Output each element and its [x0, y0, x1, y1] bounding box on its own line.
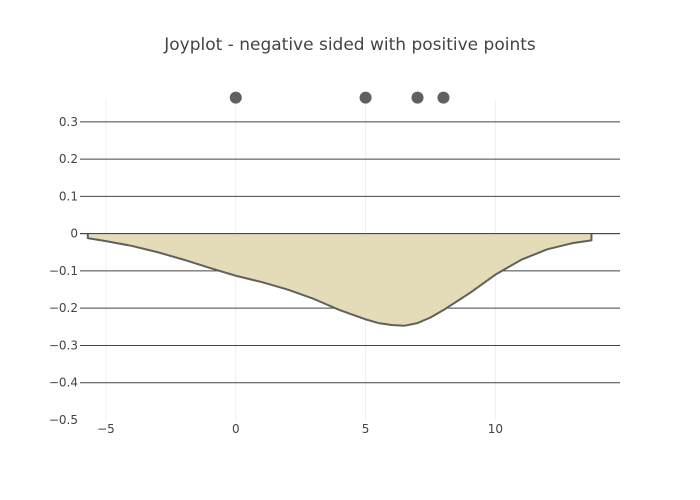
- x-tick-label: −5: [97, 422, 115, 436]
- x-tick-label: 0: [232, 422, 240, 436]
- x-tick-label: 10: [488, 422, 503, 436]
- points-layer: [229, 91, 450, 104]
- density-layer: [80, 233, 620, 327]
- x-tick-labels: −5 0 5 10: [97, 422, 503, 436]
- data-point: [411, 91, 424, 104]
- y-tick-label: 0: [70, 227, 78, 241]
- data-point: [229, 91, 242, 104]
- y-tick-label: −0.2: [49, 301, 78, 315]
- chart-title: Joyplot - negative sided with positive p…: [163, 35, 536, 55]
- density-fill: [87, 233, 592, 326]
- y-tick-label: −0.5: [49, 413, 78, 427]
- y-tick-label: −0.4: [49, 376, 78, 390]
- data-point: [359, 91, 372, 104]
- y-tick-label: −0.1: [49, 264, 78, 278]
- density-outline: [86, 233, 593, 327]
- y-tick-label: −0.3: [49, 338, 78, 352]
- y-tick-label: 0.1: [59, 189, 78, 203]
- y-tick-labels: 0.3 0.2 0.1 0 −0.1 −0.2 −0.3 −0.4 −0.5: [49, 115, 78, 427]
- y-tick-label: 0.2: [59, 152, 78, 166]
- data-point: [437, 91, 450, 104]
- y-tick-label: 0.3: [59, 115, 78, 129]
- x-tick-label: 5: [362, 422, 370, 436]
